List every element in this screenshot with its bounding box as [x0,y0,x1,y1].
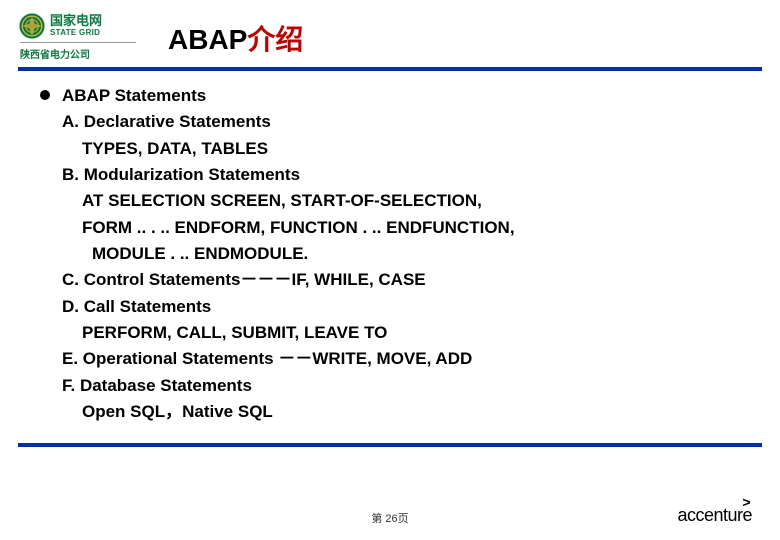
accenture-text: accenture [677,505,752,525]
content-line: MODULE . .. ENDMODULE. [92,241,750,267]
content-line: A. Declarative Statements [62,109,750,135]
content-line: TYPES, DATA, TABLES [82,136,750,162]
slide-content: ABAP Statements A. Declarative Statement… [0,71,780,425]
content-line: F. Database Statements [62,373,750,399]
content-line: FORM .. . .. ENDFORM, FUNCTION . .. ENDF… [82,215,750,241]
content-line: C. Control Statements－－－IF, WHILE, CASE [62,267,750,293]
logo-top: 国家电网 STATE GRID [18,12,138,40]
state-grid-icon [18,12,46,40]
content-heading-line: ABAP Statements [40,83,750,109]
content-line: E. Operational Statements －－WRITE, MOVE,… [62,346,750,372]
sub-company: 陕西省电力公司 [20,46,138,61]
title-part2: 介绍 [247,24,303,55]
content-line: Open SQL，Native SQL [82,399,750,425]
accenture-symbol: > [742,494,750,510]
slide-header: 国家电网 STATE GRID 陕西省电力公司 ABAP介绍 [0,0,780,61]
logo-block: 国家电网 STATE GRID 陕西省电力公司 [18,10,138,61]
content-line: B. Modularization Statements [62,162,750,188]
company-name-en: STATE GRID [50,29,102,38]
content-line: D. Call Statements [62,294,750,320]
bottom-divider [18,443,762,447]
logo-text: 国家电网 STATE GRID [50,14,102,37]
content-line: AT SELECTION SCREEN, START-OF-SELECTION, [82,188,750,214]
content-heading: ABAP Statements [62,83,206,109]
title-part1: ABAP [168,24,247,55]
company-name-cn: 国家电网 [50,14,102,28]
slide-title: ABAP介绍 [168,18,303,58]
accenture-logo: > accenture [677,505,752,526]
bullet-icon [40,90,50,100]
slide-footer: 第 26页 > accenture [0,510,780,526]
logo-divider [20,42,136,43]
content-line: PERFORM, CALL, SUBMIT, LEAVE TO [82,320,750,346]
page-number: 第 26页 [0,510,780,526]
